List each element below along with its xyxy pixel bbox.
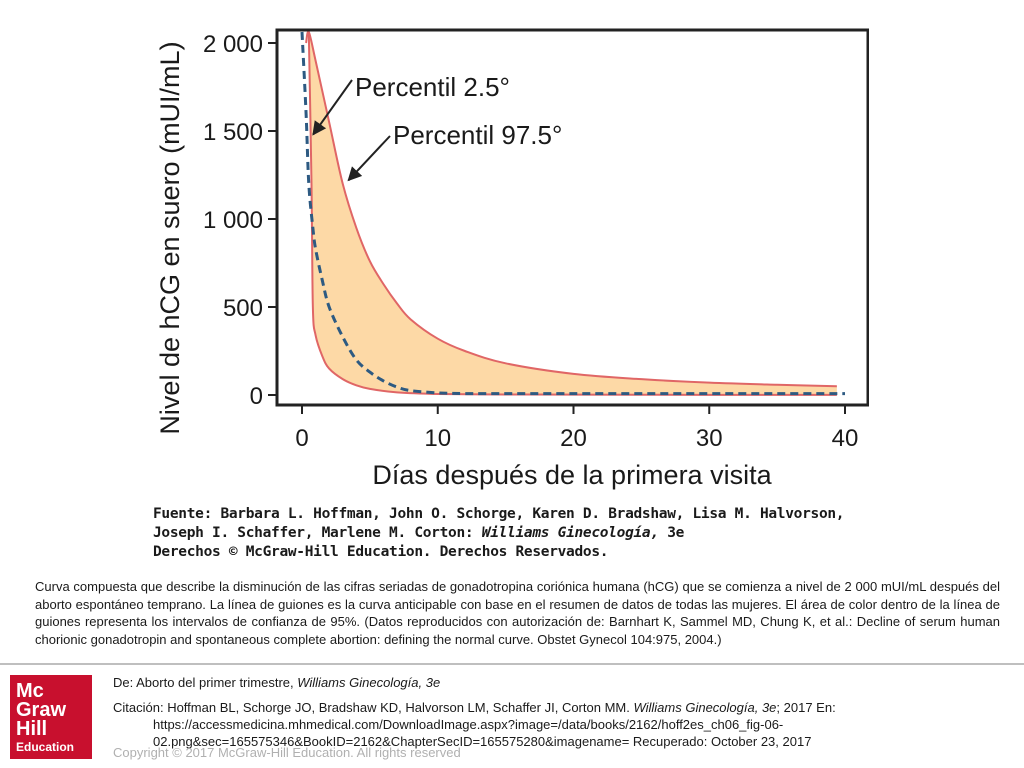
citation-suffix: ; 2017 En:: [776, 700, 836, 715]
percentile-2-5-line: [307, 31, 837, 396]
from-line: De: Aborto del primer trimestre, William…: [113, 674, 1013, 691]
citation-block: De: Aborto del primer trimestre, William…: [113, 674, 1013, 750]
citation-url-2: 02.png&sec=165575346&BookID=2162&Chapter…: [153, 734, 812, 749]
logo-line-1: Mc: [16, 680, 44, 702]
y-tick-label: 1 500: [203, 119, 263, 146]
hcg-decline-chart: 0 10 20 30 40 0 500 1 000 1 500 2 000 Nivel de hC…: [155, 28, 869, 490]
mcgraw-hill-logo: Mc Graw Hill Education: [10, 675, 92, 759]
y-tick-label: 0: [250, 383, 263, 410]
y-axis-label: Nivel de hCG en suero (mUI/mL): [155, 41, 185, 434]
y-tick-label: 1 000: [203, 207, 263, 234]
citation-authors: Citación: Hoffman BL, Schorge JO, Bradsh…: [113, 700, 627, 715]
annotation-label-97-5: Percentil 97.5°: [393, 120, 562, 150]
source-authors: Joseph I. Schaffer, Marlene M. Corton:: [153, 525, 482, 541]
x-tick-label: 30: [696, 425, 723, 452]
percentile-97-5-line: [305, 30, 837, 388]
y-tick-label: 500: [223, 295, 263, 322]
expected-curve-line: [300, 31, 845, 396]
source-line-3: Derechos © McGraw-Hill Education. Derech…: [153, 544, 609, 560]
citation-book: Williams Ginecología, 3e: [633, 700, 777, 715]
copyright-notice: Copyright © 2017 McGraw-Hill Education. …: [113, 745, 461, 760]
source-edition: 3e: [658, 525, 685, 541]
annotation-arrow-97-5: [347, 135, 391, 182]
footer-divider: [0, 663, 1024, 665]
source-line-1: Fuente: Barbara L. Hoffman, John O. Scho…: [153, 506, 845, 522]
x-tick-label: 40: [832, 425, 859, 452]
figure-caption: Curva compuesta que describe la disminuc…: [35, 579, 1000, 647]
logo-line-3: Hill: [16, 718, 48, 740]
source-line-2: Joseph I. Schaffer, Marlene M. Corton: W…: [153, 524, 853, 543]
y-tick-label: 2 000: [203, 31, 263, 58]
source-block: Fuente: Barbara L. Hoffman, John O. Scho…: [153, 505, 853, 562]
annotation-label-2-5: Percentil 2.5°: [355, 72, 510, 102]
citation-line: Citación: Hoffman BL, Schorge JO, Bradsh…: [113, 700, 836, 715]
x-axis-label: Días después de la primera visita: [372, 460, 772, 490]
x-tick-label: 0: [295, 425, 308, 452]
logo-line-4: Education: [16, 740, 75, 754]
x-tick-label: 20: [560, 425, 587, 452]
logo-line-2: Graw: [16, 699, 67, 721]
from-prefix: De: Aborto del primer trimestre,: [113, 675, 298, 690]
source-book-title: Williams Ginecología,: [481, 525, 659, 541]
confidence-band: [306, 31, 837, 395]
annotation-arrow-2-5: [312, 79, 353, 136]
x-tick-label: 10: [424, 425, 451, 452]
figure-panel: 0 10 20 30 40 0 500 1 000 1 500 2 000 Nivel de hC…: [145, 0, 869, 560]
citation-url-1: https://accessmedicina.mhmedical.com/Dow…: [153, 717, 784, 732]
from-book: Williams Ginecología, 3e: [297, 675, 441, 690]
